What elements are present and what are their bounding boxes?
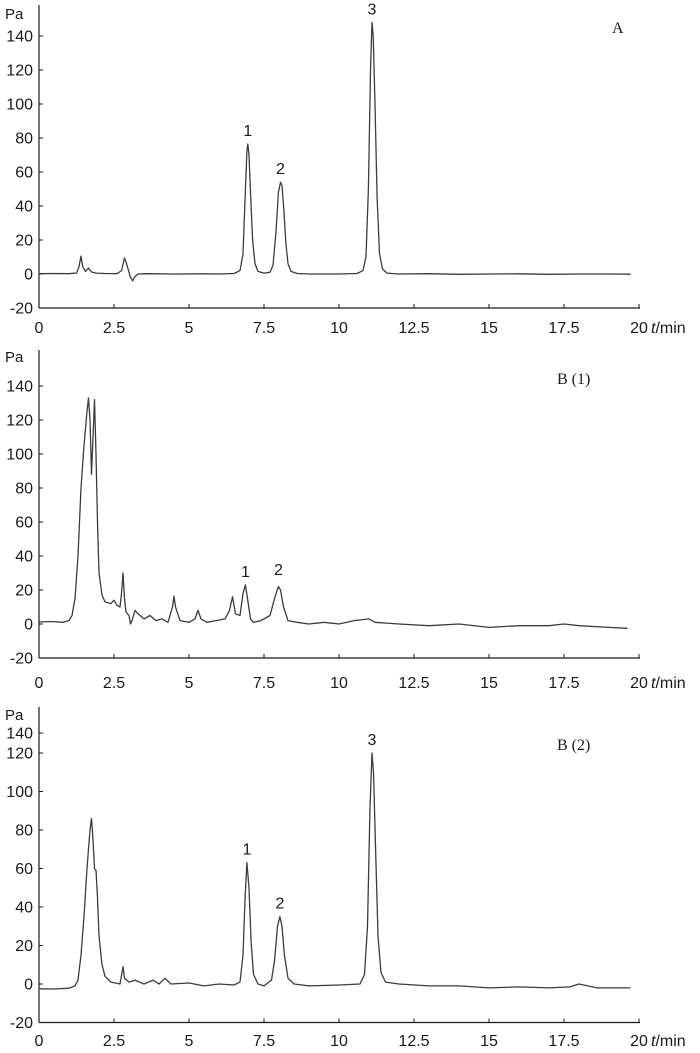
x-tick-label: 12.5 <box>398 320 429 337</box>
y-tick-label: 60 <box>15 165 33 182</box>
x-tick-label: 15 <box>480 675 498 692</box>
x-axis-label: t/min <box>651 1033 686 1050</box>
x-tick-label: 5 <box>185 675 194 692</box>
chromatogram-trace <box>38 21 631 282</box>
chromatogram-trace <box>38 397 628 629</box>
x-tick-label: 17.5 <box>548 1033 579 1050</box>
y-tick-label: 20 <box>15 233 33 250</box>
x-axis-label-symbol: t <box>651 1033 656 1050</box>
y-tick-label: 60 <box>15 515 33 532</box>
y-tick-label: 120 <box>6 746 33 763</box>
x-tick-label: 12.5 <box>398 675 429 692</box>
x-tick-label: 10 <box>330 675 348 692</box>
panel-label: B (1) <box>557 371 590 388</box>
y-tick-label: 40 <box>15 549 33 566</box>
x-tick-label: 17.5 <box>548 320 579 337</box>
x-tick-label: 12.5 <box>398 1033 429 1050</box>
peak-label: 3 <box>368 732 377 749</box>
y-tick-label: 100 <box>6 447 33 464</box>
y-tick-label: 40 <box>15 199 33 216</box>
panel-label: A <box>612 20 624 37</box>
x-tick-label: 10 <box>330 320 348 337</box>
x-tick-label: 20 <box>630 1033 648 1050</box>
x-tick-label: 5 <box>185 320 194 337</box>
x-tick-label: 0 <box>35 320 44 337</box>
peak-label: 3 <box>368 1 377 18</box>
y-tick-label: 20 <box>15 583 33 600</box>
y-tick-label: -20 <box>10 301 33 318</box>
x-tick-label: 15 <box>480 320 498 337</box>
x-tick-label: 5 <box>185 1033 194 1050</box>
x-tick-label: 7.5 <box>253 675 275 692</box>
peak-label: 1 <box>241 564 250 581</box>
x-tick-label: 2.5 <box>103 675 125 692</box>
x-axis-label-unit: /min <box>655 675 685 692</box>
x-tick-label: 17.5 <box>548 675 579 692</box>
y-tick-label: 0 <box>24 267 33 284</box>
panel-label: B (2) <box>557 737 590 754</box>
y-axis-label: Pa <box>5 349 24 366</box>
y-tick-label: 40 <box>15 900 33 917</box>
peak-label: 2 <box>275 896 284 913</box>
x-tick-label: 0 <box>35 675 44 692</box>
y-tick-label: 140 <box>6 29 33 46</box>
y-tick-label: -20 <box>10 651 33 668</box>
peak-label: 1 <box>242 842 251 859</box>
y-tick-label: 140 <box>6 726 33 743</box>
x-tick-label: 7.5 <box>253 1033 275 1050</box>
x-axis-label: t/min <box>651 675 686 692</box>
x-tick-label: 7.5 <box>253 320 275 337</box>
y-tick-label: 100 <box>6 784 33 801</box>
y-tick-label: 80 <box>15 131 33 148</box>
y-axis-label: Pa <box>5 707 24 724</box>
y-tick-label: 60 <box>15 861 33 878</box>
y-tick-label: 80 <box>15 823 33 840</box>
x-axis-label-symbol: t <box>651 675 656 692</box>
y-tick-label: 0 <box>24 617 33 634</box>
x-tick-label: 15 <box>480 1033 498 1050</box>
x-tick-label: 10 <box>330 1033 348 1050</box>
x-axis-label-unit: /min <box>655 320 685 337</box>
x-tick-label: 0 <box>35 1033 44 1050</box>
y-tick-label: 0 <box>24 977 33 994</box>
chromatogram-trace <box>38 752 631 990</box>
peak-label: 2 <box>274 562 283 579</box>
x-tick-label: 2.5 <box>103 320 125 337</box>
y-tick-label: 140 <box>6 379 33 396</box>
peak-label: 2 <box>276 161 285 178</box>
y-tick-label: -20 <box>10 1015 33 1032</box>
y-tick-label: 20 <box>15 938 33 955</box>
y-tick-label: 100 <box>6 97 33 114</box>
peak-label: 1 <box>243 123 252 140</box>
y-axis-label: Pa <box>5 6 24 23</box>
x-tick-label: 20 <box>630 320 648 337</box>
x-tick-label: 20 <box>630 675 648 692</box>
x-axis-label-unit: /min <box>655 1033 685 1050</box>
x-axis-label-symbol: t <box>651 320 656 337</box>
y-tick-label: 120 <box>6 63 33 80</box>
y-tick-label: 80 <box>15 481 33 498</box>
x-tick-label: 2.5 <box>103 1033 125 1050</box>
y-tick-label: 120 <box>6 413 33 430</box>
x-axis-label: t/min <box>651 320 686 337</box>
